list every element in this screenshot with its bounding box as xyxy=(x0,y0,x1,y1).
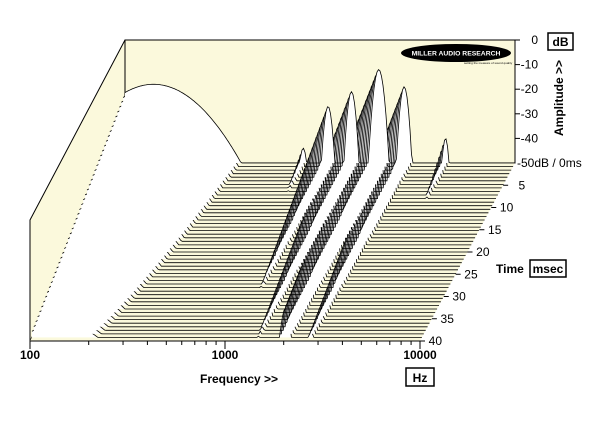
slice-fill xyxy=(31,308,422,338)
logo-text: MILLER AUDIO RESEARCH xyxy=(412,51,501,58)
amplitude-tick-label: -30 xyxy=(521,107,539,121)
time-ticks: 5 10 15 20 25 30 35 40 xyxy=(420,178,525,348)
amplitude-tick-label: -10 xyxy=(521,58,539,72)
slice-line xyxy=(35,297,426,331)
frequency-unit-box xyxy=(405,367,435,387)
time-tick-label: 25 xyxy=(464,267,478,281)
time-tick-label: 30 xyxy=(452,290,466,304)
amplitude-unit: dB xyxy=(553,35,569,49)
frequency-tick-label: 100 xyxy=(20,348,40,362)
time-axis-label: Time xyxy=(496,262,524,276)
slice-fill xyxy=(125,69,515,163)
amplitude-tick-label: -40 xyxy=(521,131,539,145)
amplitude-ticks: 0 -10 -20 -30 -40 xyxy=(515,33,538,145)
time-tick-label: 5 xyxy=(518,178,525,192)
time-unit: msec xyxy=(533,262,564,276)
time-tick-label: 20 xyxy=(476,245,490,259)
time-unit-box xyxy=(529,259,567,278)
miller-audio-research-logo: MILLER AUDIO RESEARCH setting the measur… xyxy=(401,44,513,65)
slice-line xyxy=(124,68,515,164)
slice-fill xyxy=(33,303,424,334)
time-tick-label: 15 xyxy=(488,223,502,237)
time-tick-label: 40 xyxy=(429,334,443,348)
time-tick-label: 35 xyxy=(441,312,455,326)
slices-group xyxy=(31,68,515,338)
amplitude-unit-box xyxy=(547,32,574,51)
slice-line xyxy=(31,307,422,338)
frequency-unit: Hz xyxy=(413,371,428,385)
logo-tagline: setting the measure of sound quality xyxy=(464,61,513,65)
time-tick-label: 10 xyxy=(500,201,514,215)
slice-fill xyxy=(37,293,428,327)
frequency-ticks: 100 1000 10000 xyxy=(20,340,437,362)
frequency-tick-label: 1000 xyxy=(212,348,239,362)
frequency-tick-label: 10000 xyxy=(403,348,437,362)
amplitude-axis-label: Amplitude >> xyxy=(552,60,566,136)
slice-line xyxy=(33,302,424,335)
amplitude-tick-label: 0 xyxy=(531,33,538,47)
slice-fill xyxy=(35,298,426,331)
frequency-axis-label: Frequency >> xyxy=(200,372,278,386)
amplitude-floor-label: -50dB / 0ms xyxy=(517,156,582,170)
slice-fill xyxy=(39,288,430,324)
amplitude-tick-label: -20 xyxy=(521,82,539,96)
